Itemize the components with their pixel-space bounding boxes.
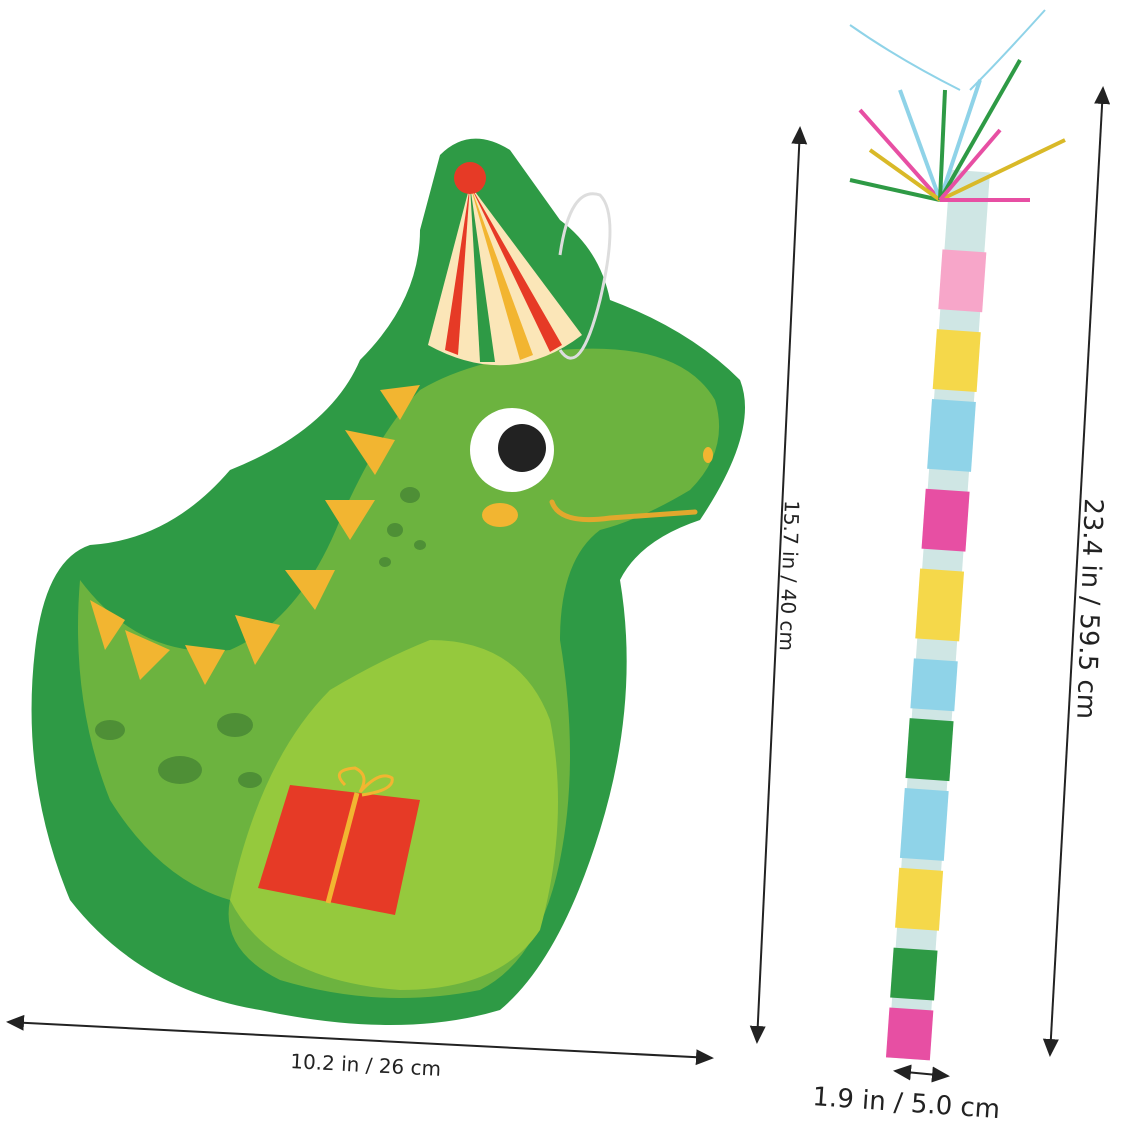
gift-box <box>258 766 420 915</box>
hanging-string <box>558 192 612 360</box>
width-arrow <box>6 1014 714 1066</box>
dino-spikes <box>90 385 420 685</box>
stick-diameter-label: 1.9 in / 5.0 cm <box>812 1082 1001 1121</box>
dino-cheek <box>482 503 518 527</box>
stick-diameter-arrow <box>893 1064 950 1083</box>
stick-length-arrow <box>1042 86 1111 1057</box>
dino-eye-pupil <box>498 424 546 472</box>
dino-spots <box>95 487 426 788</box>
pinata-stick <box>849 9 1066 1061</box>
tassel-top <box>849 9 1066 202</box>
height-arrow <box>749 126 808 1044</box>
dino-smile <box>549 499 698 523</box>
dinosaur-pinata <box>31 138 746 1026</box>
dino-nostril <box>703 447 713 463</box>
party-hat <box>428 162 582 366</box>
stick-length-label: 23.4 in / 59.5 cm <box>1070 498 1108 720</box>
pinata-width-label: 10.2 in / 26 cm <box>290 1049 442 1081</box>
pinata-height-label: 15.7 in / 40 cm <box>775 500 804 652</box>
